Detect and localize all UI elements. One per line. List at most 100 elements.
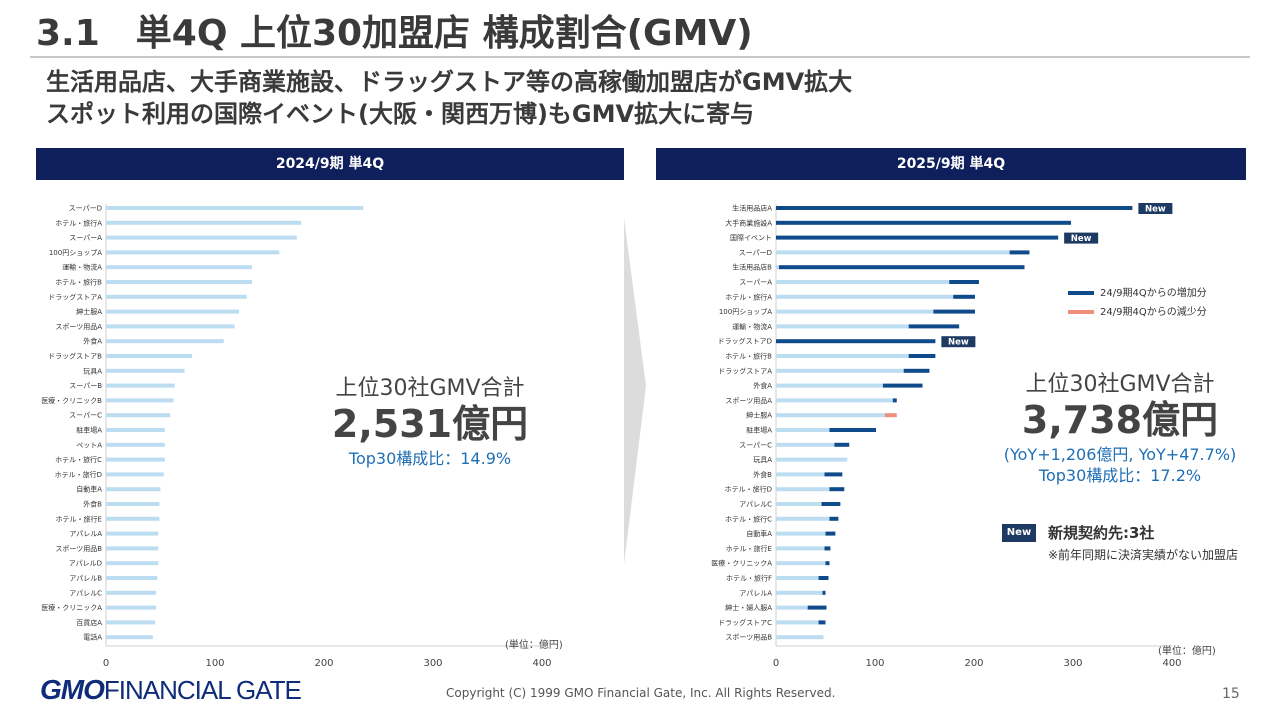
category-label: ドラッグストアB bbox=[48, 352, 102, 361]
category-label: アパレルA bbox=[69, 530, 102, 538]
subtitle-line-2: スポット利用の国際イベント(大阪・関西万博)もGMV拡大に寄与 bbox=[46, 100, 755, 128]
bar-increase bbox=[822, 590, 826, 595]
bar bbox=[106, 561, 159, 566]
category-label: アパレルC bbox=[69, 589, 102, 597]
category-label: アパレルA bbox=[739, 589, 772, 597]
right-unit-label: (単位：億円) bbox=[1158, 646, 1216, 657]
bar-base bbox=[776, 383, 883, 388]
x-tick-label: 0 bbox=[773, 658, 779, 669]
x-tick-label: 100 bbox=[865, 658, 884, 669]
bar bbox=[106, 368, 185, 373]
company-logo: GMOFINANCIAL GATE bbox=[40, 674, 302, 706]
bar-increase bbox=[818, 620, 826, 625]
category-label: スポーツ用品B bbox=[725, 634, 772, 642]
category-label: 電話A bbox=[83, 633, 102, 642]
category-label: 玩具A bbox=[753, 456, 772, 464]
category-label: 医療・クリニックA bbox=[41, 603, 102, 612]
bar bbox=[106, 235, 297, 240]
category-label: スーパーD bbox=[69, 205, 102, 213]
category-label: 生活用品店B bbox=[732, 263, 772, 272]
bar bbox=[106, 605, 157, 610]
bar-increase bbox=[829, 428, 876, 432]
category-label: ドラッグストアC bbox=[718, 618, 772, 627]
bar-base bbox=[776, 576, 819, 580]
bar bbox=[106, 280, 253, 284]
category-label: スーパーD bbox=[739, 249, 772, 257]
bar-base bbox=[776, 472, 825, 477]
bar-increase bbox=[825, 531, 836, 536]
bar-base bbox=[776, 590, 823, 595]
x-tick-label: 200 bbox=[964, 658, 983, 669]
category-label: 100円ショップA bbox=[719, 308, 772, 316]
bar-increase bbox=[933, 309, 975, 314]
left-summary-ratio: Top30構成比：14.9% bbox=[348, 448, 512, 468]
bar-increase bbox=[807, 605, 827, 610]
category-label: ドラッグストアA bbox=[48, 292, 102, 301]
x-tick-label: 300 bbox=[1063, 658, 1082, 669]
bar-increase bbox=[829, 487, 845, 492]
transition-arrow bbox=[624, 218, 646, 564]
x-tick-label: 100 bbox=[205, 658, 224, 669]
bar bbox=[106, 309, 239, 314]
left-summary: 上位30社GMV合計 2,531億円 Top30構成比：14.9% bbox=[280, 370, 580, 469]
x-tick-label: 200 bbox=[314, 658, 333, 669]
bar-increase bbox=[1009, 250, 1030, 255]
bar bbox=[106, 635, 153, 640]
logo-gmo: GMO bbox=[40, 674, 105, 705]
new-badge-label: New bbox=[948, 338, 969, 348]
new-badge: New bbox=[1002, 524, 1036, 542]
bar bbox=[106, 531, 159, 536]
bar-base bbox=[776, 354, 909, 358]
bar bbox=[106, 590, 157, 595]
left-summary-label: 上位30社GMV合計 bbox=[335, 376, 525, 401]
bar bbox=[106, 383, 175, 388]
new-contracts-note: ※前年同期に決済実績がない加盟店 bbox=[1048, 548, 1239, 562]
bar-increase bbox=[892, 398, 897, 403]
category-label: アパレルD bbox=[69, 560, 102, 568]
bar-increase bbox=[825, 561, 830, 566]
category-label: 百貨店A bbox=[76, 618, 102, 627]
bar-base bbox=[776, 428, 830, 432]
bar-increase bbox=[776, 235, 1059, 240]
bar bbox=[106, 294, 247, 299]
x-tick-label: 0 bbox=[103, 658, 109, 669]
bar-base bbox=[776, 457, 848, 462]
bar bbox=[106, 398, 174, 403]
bar-base bbox=[776, 324, 909, 329]
bar-base bbox=[776, 561, 826, 566]
category-label: スーパーC bbox=[739, 441, 772, 449]
logo-financial-gate: FINANCIAL GATE bbox=[103, 675, 302, 705]
category-label: アパレルC bbox=[739, 501, 772, 509]
category-label: スポーツ用品A bbox=[55, 323, 102, 331]
new-badge bbox=[941, 336, 976, 348]
bar bbox=[106, 457, 165, 462]
category-label: 紳士服A bbox=[746, 411, 772, 420]
category-label: 100円ショップA bbox=[49, 249, 102, 257]
bar-increase bbox=[821, 502, 841, 506]
bar-increase bbox=[908, 324, 960, 329]
bar bbox=[106, 220, 302, 225]
bar-increase bbox=[829, 516, 839, 521]
bar bbox=[106, 516, 160, 521]
bar-base bbox=[776, 531, 826, 536]
category-label: 駐車場A bbox=[746, 426, 772, 435]
legend-decrease-swatch bbox=[1068, 310, 1094, 314]
x-tick-label: 300 bbox=[423, 658, 442, 669]
category-label: 運輸・物流A bbox=[732, 322, 772, 331]
bar-increase bbox=[776, 220, 1072, 225]
left-unit-label: (単位：億円) bbox=[505, 640, 563, 651]
category-label: スーパーC bbox=[69, 412, 102, 420]
category-label: 運輸・物流A bbox=[62, 263, 102, 272]
bar bbox=[106, 428, 165, 432]
right-bar-chart: 0 100 200 300 400 生活用品店A New 大手商業施設A 国際イベント New スー… bbox=[711, 203, 1182, 669]
bar-increase bbox=[908, 354, 936, 358]
bar-base bbox=[776, 635, 824, 640]
bar bbox=[106, 620, 156, 625]
bar-base bbox=[776, 250, 1010, 255]
chart-legend: 24/9期4Qからの増加分 24/9期4Qからの減少分 bbox=[1068, 286, 1207, 318]
category-label: スポーツ用品A bbox=[725, 397, 772, 405]
bar bbox=[106, 502, 160, 506]
category-label: スーパーB bbox=[69, 382, 102, 390]
category-label: スポーツ用品B bbox=[55, 545, 102, 553]
